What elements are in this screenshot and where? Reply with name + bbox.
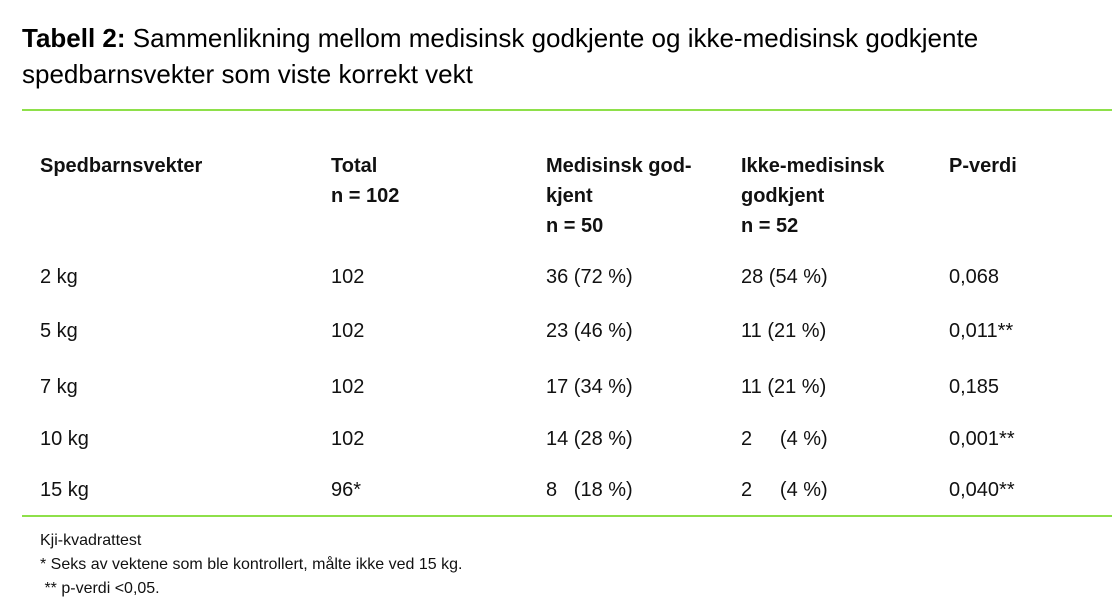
footnote-asterisk: * Seks av vektene som ble kontrollert, m… bbox=[40, 556, 463, 573]
cell-weight: 5 kg bbox=[40, 320, 78, 342]
cell-p-verdi: 0,185 bbox=[949, 376, 1000, 398]
footnote-significance: ** p-verdi <0,05. bbox=[40, 580, 160, 597]
cell-weight: 10 kg bbox=[40, 428, 89, 450]
cell-ikke-medisinsk: 11 (21 %) bbox=[741, 376, 827, 398]
table-title-text: Sammenlikning mellom medisinsk godkjente… bbox=[22, 23, 979, 89]
header-ikke-medisinsk-godkjent: Ikke-medisinsk godkjent n = 52 bbox=[741, 155, 885, 237]
table-footnotes: Kji-kvadrattest * Seks av vektene som ble… bbox=[40, 529, 462, 601]
cell-total: 96* bbox=[331, 479, 362, 501]
table-title: Tabell 2: Sammenlikning mellom medisinsk… bbox=[22, 20, 1102, 92]
table-title-label: Tabell 2: bbox=[22, 23, 126, 53]
cell-p-verdi: 0,001** bbox=[949, 428, 1015, 450]
top-rule bbox=[22, 109, 1112, 111]
cell-ikke-medisinsk: 11 (21 %) bbox=[741, 320, 827, 342]
cell-medisinsk: 14 (28 %) bbox=[546, 428, 633, 450]
cell-p-verdi: 0,011** bbox=[949, 320, 1014, 342]
cell-weight: 15 kg bbox=[40, 479, 89, 501]
cell-ikke-medisinsk: 28 (54 %) bbox=[741, 266, 828, 288]
cell-p-verdi: 0,040** bbox=[949, 479, 1015, 501]
cell-total: 102 bbox=[331, 376, 365, 398]
cell-total: 102 bbox=[331, 266, 365, 288]
cell-ikke-medisinsk: 2 (4 %) bbox=[741, 479, 828, 501]
cell-ikke-medisinsk: 2 (4 %) bbox=[741, 428, 828, 450]
cell-p-verdi: 0,068 bbox=[949, 266, 1000, 288]
header-total: Total n = 102 bbox=[331, 155, 400, 207]
bottom-rule bbox=[22, 515, 1112, 517]
cell-medisinsk: 36 (72 %) bbox=[546, 266, 633, 288]
header-p-verdi: P-verdi bbox=[949, 155, 1017, 177]
footnote-test: Kji-kvadrattest bbox=[40, 532, 142, 549]
cell-medisinsk: 17 (34 %) bbox=[546, 376, 633, 398]
cell-medisinsk: 8 (18 %) bbox=[546, 479, 633, 501]
header-medisinsk-godkjent: Medisinsk god- kjent n = 50 bbox=[546, 155, 692, 237]
cell-total: 102 bbox=[331, 320, 365, 342]
cell-medisinsk: 23 (46 %) bbox=[546, 320, 633, 342]
cell-weight: 7 kg bbox=[40, 376, 78, 398]
cell-total: 102 bbox=[331, 428, 365, 450]
cell-weight: 2 kg bbox=[40, 266, 78, 288]
header-spedbarnsvekter: Spedbarnsvekter bbox=[40, 155, 203, 177]
